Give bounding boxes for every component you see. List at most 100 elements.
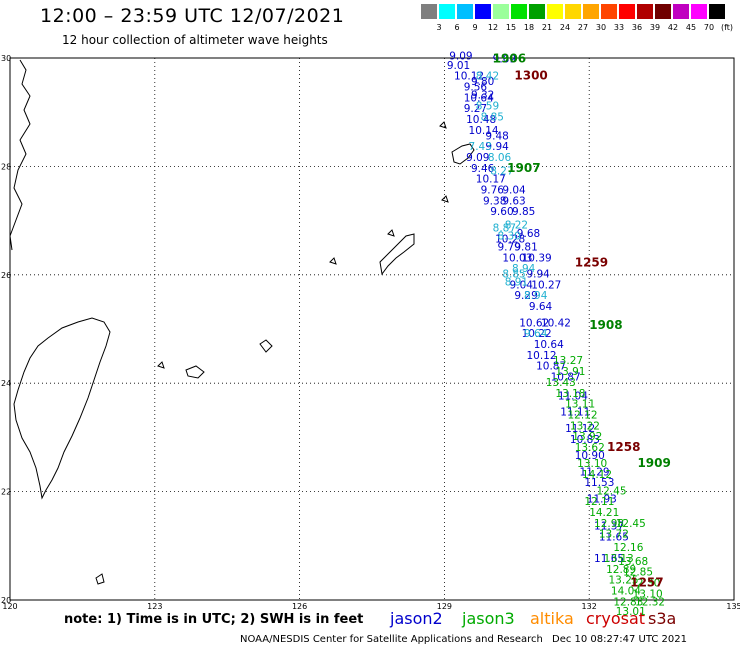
colorbar-label: 36 [631, 23, 643, 32]
swh-value-jason2: 10.90 [575, 450, 605, 462]
colorbar-segment [619, 4, 636, 19]
swh-value-saral-cyan: 8.30 [497, 231, 520, 243]
swh-value-jason3: 13.13 [604, 553, 634, 565]
colorbar-label: 9 [472, 23, 478, 32]
swh-value-jason2: 9.94 [485, 141, 509, 153]
swh-value-jason3: 13.62 [575, 442, 605, 454]
daito-island-b [95, 573, 105, 585]
y-tick-label: 22 [1, 488, 11, 497]
pass-time-label: 1300 [514, 69, 547, 83]
swh-value-jason2: 9.48 [485, 130, 508, 142]
colorbar-label: 21 [541, 23, 553, 32]
y-tick-label: 30 [1, 54, 11, 63]
colorbar-label: 42 [667, 23, 679, 32]
swh-value-jason3: 13.43 [546, 377, 576, 389]
page-title: 12:00 – 23:59 UTC 12/07/2021 [40, 5, 345, 27]
colorbar-label: 70 [703, 23, 715, 32]
pass-time-label: 1909 [637, 456, 670, 470]
swh-value-saral-cyan: 8.59 [476, 100, 499, 112]
swh-value-jason3: 13.01 [616, 606, 646, 618]
swh-value-saral-cyan: 8.87 [493, 222, 516, 234]
swh-value-jason2: 9.69 [493, 53, 516, 65]
swh-value-jason2: 11.12 [565, 423, 595, 435]
swh-value-jason2: 9.04 [502, 185, 526, 197]
x-tick-label: 135 [726, 602, 740, 611]
colorbar-label: 45 [685, 23, 697, 32]
pass-time-label: 1906 [493, 51, 526, 65]
pass-time-label: 1908 [589, 318, 622, 332]
swh-value-jason2: 9.04 [510, 279, 534, 291]
x-tick-label: 132 [582, 602, 597, 611]
pass-time-label: 1257 [630, 575, 663, 589]
swh-value-jason2: 9.60 [490, 206, 513, 218]
taiwan-coastline [13, 317, 111, 500]
x-tick-label: 120 [2, 602, 17, 611]
swh-value-jason2: 10.28 [495, 233, 525, 245]
x-tick-label: 126 [292, 602, 307, 611]
y-tick-label: 26 [1, 271, 11, 280]
swh-value-saral-cyan: 8.42 [476, 71, 499, 83]
swh-value-jason2: 11.65 [594, 553, 624, 565]
swh-value-jason2: 10.39 [522, 252, 552, 264]
swh-value-jason2: 11.53 [584, 477, 614, 489]
colorbar-segment [655, 4, 672, 19]
colorbar-label: 6 [454, 23, 460, 32]
colorbar-label: 15 [505, 23, 517, 32]
swh-value-jason2: 10.42 [541, 317, 571, 329]
swh-value-jason2: 11.11 [560, 407, 590, 419]
pass-time-labels: 1906 1300 1907 1259 1908 1258 1909 1257 [493, 51, 671, 589]
y-tick-label: 24 [1, 379, 11, 388]
swh-value-jason2: 10.12 [454, 71, 484, 83]
pass-time-label: 1259 [575, 256, 608, 270]
colorbar-segment [475, 4, 492, 19]
miyako-island [259, 339, 273, 353]
colorbar-segment [547, 4, 564, 19]
footer-note: note: 1) Time is in UTC; 2) SWH is in fe… [64, 612, 364, 627]
swh-value-saral-cyan: 8.94 [512, 263, 536, 275]
swh-value-saral-cyan: 8.27 [490, 166, 513, 178]
daito-island-a [329, 257, 337, 265]
swh-value-jason3: 12.89 [606, 564, 636, 576]
colorbar-segment [565, 4, 582, 19]
colorbar-segment [439, 4, 456, 19]
swh-value-jason2: 9.63 [502, 195, 525, 207]
swh-value-saral-cyan: 8.91 [505, 277, 528, 289]
swh-value-jason3: 13.25 [609, 575, 639, 587]
colorbar-label: 33 [613, 23, 625, 32]
x-tick-label: 123 [147, 602, 162, 611]
swh-value-jason2: 11.93 [587, 493, 617, 505]
colorbar-label: 24 [559, 23, 571, 32]
ryukyu-okinawa [379, 233, 415, 276]
tokara-island-a [439, 121, 447, 129]
swh-value-jason2: 9.94 [526, 269, 550, 281]
swh-value-jason3: 13.72 [599, 529, 629, 541]
swh-value-jason2: 9.09 [466, 152, 489, 164]
colorbar-segment [457, 4, 474, 19]
swh-value-saral-cyan: 8.22 [505, 220, 528, 232]
swh-value-jason2: 10.14 [469, 125, 499, 137]
colorbar-label: 12 [487, 23, 499, 32]
colorbar-label: 18 [523, 23, 535, 32]
legend-jason3: jason3 [462, 609, 515, 628]
legend-altika: altika [530, 609, 574, 628]
swh-value-jason2: 9.56 [464, 82, 488, 94]
swh-value-jason3: 12.83 [613, 596, 643, 608]
swh-value-jason3: 12.98 [594, 518, 624, 530]
swh-value-saral-cyan: 9.64 [524, 328, 548, 340]
yonaguni-island [157, 361, 165, 369]
x-tick-label: 129 [437, 602, 452, 611]
amami-island [451, 143, 475, 165]
swh-value-jason2: 9.79 [497, 241, 520, 253]
swh-value-jason2: 10.83 [570, 434, 600, 446]
swh-value-jason2: 11.04 [558, 390, 588, 402]
swh-value-jason2: 9.27 [464, 103, 487, 115]
swh-value-jason2: 10.87 [536, 361, 566, 373]
swh-value-jason3: 13.10 [577, 458, 607, 470]
coastline-layer [9, 59, 475, 585]
izena-island [387, 229, 395, 237]
colorbar-segment [583, 4, 600, 19]
swh-value-jason3: 12.85 [623, 567, 653, 579]
swh-value-saral-cyan: 8.85 [502, 269, 525, 281]
swh-value-jason2: 9.76 [481, 185, 505, 197]
